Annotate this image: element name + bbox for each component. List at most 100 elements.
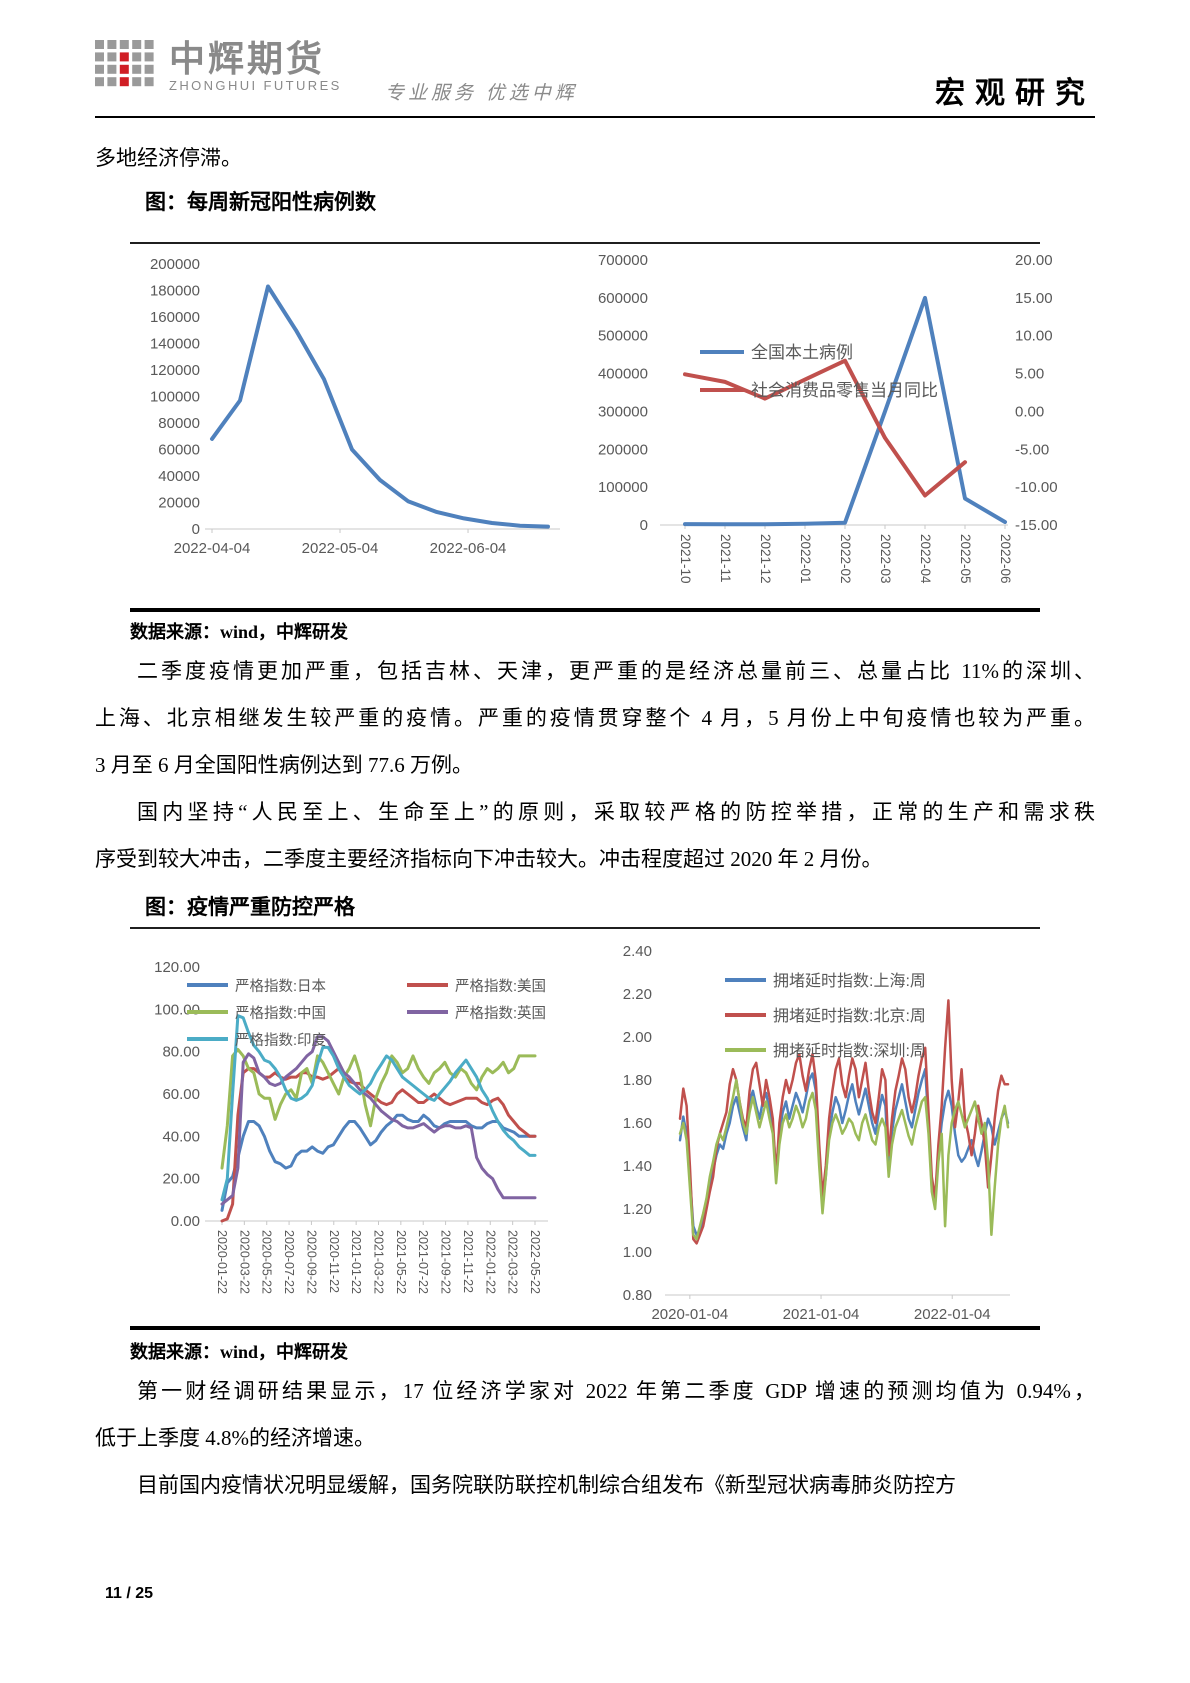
y-axis-label: 700000 [598,252,648,269]
y-axis-label: 1.40 [623,1158,652,1175]
legend-label: 拥堵延时指数:上海:周 [773,972,926,990]
legend-label: 严格指数:美国 [455,978,546,995]
figure2-source: 数据来源：wind，中辉研发 [130,1342,349,1362]
paragraph-line: 第一财经调研结果显示，17 位经济学家对 2022 年第二季度 GDP 增速的预… [137,1379,1095,1403]
x-axis-label: 2022-06 [998,534,1013,584]
x-axis-label: 2022-04 [918,534,933,584]
header-divider [95,116,1095,118]
y-axis-label: 140000 [150,336,200,353]
report-section-title: 宏观研究 [935,77,1095,110]
y-axis-label: 60.00 [162,1086,200,1103]
brand-tagline: 专业服务 优选中辉 [385,83,578,104]
y-axis-label: 120000 [150,362,200,379]
x-axis-label: 2021-11 [718,534,733,583]
y-axis-label: 0 [192,521,200,538]
x-axis-label: 2020-03-22 [237,1230,251,1294]
y-axis-label: 80000 [158,415,200,432]
paragraph-line: 二季度疫情更加严重，包括吉林、天津，更严重的是经济总量前三、总量占比 11%的深… [137,659,1095,683]
legend-label: 严格指数:中国 [235,1005,326,1022]
y-axis-label: 2.20 [623,986,652,1003]
y-axis-label: 40000 [158,468,200,485]
y-axis-label: 200000 [150,256,200,273]
y-axis-label: 0.00 [171,1213,200,1230]
chart-stringency-index: 120.00 100.00 80.00 60.00 40.00 20.00 0.00 2020… [130,942,575,1327]
y-axis-right-label: 0.00 [1015,403,1044,420]
x-axis-label: 2021-09-22 [439,1230,453,1294]
x-axis-label: 2021-10 [678,534,693,584]
y-axis-label: 400000 [598,366,648,383]
body-text-a: 二季度疫情更加严重，包括吉林、天津，更严重的是经济总量前三、总量占比 11%的深… [95,648,1095,883]
y-axis-label: 40.00 [162,1128,200,1145]
figure1-source: 数据来源：wind，中辉研发 [130,622,349,642]
series-line [210,284,550,529]
x-axis-label: 2022-05-22 [528,1230,542,1294]
y-axis-label: 1.00 [623,1244,652,1261]
y-axis-label: 80.00 [162,1044,200,1061]
series-line [220,1048,537,1170]
x-axis-label: 2022-05-04 [302,540,379,557]
series-line [220,1035,537,1206]
y-axis-right-label: -10.00 [1015,479,1058,496]
x-axis-label: 2022-05 [958,534,973,584]
series-line [220,1067,537,1223]
chart-congestion-index: 2.40 2.20 2.00 1.80 1.60 1.40 1.20 1.00 0.80 2020… [580,931,1040,1329]
x-axis-label: 2022-06-04 [430,540,507,557]
paragraph-line: 序受到较大冲击，二季度主要经济指标向下冲击较大。冲击程度超过 2020 年 2 … [95,847,883,871]
legend-label: 严格指数:印度 [235,1032,326,1049]
figure1-title: 图：每周新冠阳性病例数 [145,190,376,214]
y-axis-label: 1.60 [623,1115,652,1132]
legend-label: 拥堵延时指数:深圳:周 [773,1042,926,1060]
y-axis-label: 2.00 [623,1029,652,1046]
y-axis-right-label: 5.00 [1015,366,1044,383]
paragraph-line: 目前国内疫情状况明显缓解，国务院联防联控机制综合组发布《新型冠状病毒肺炎防控方 [137,1473,956,1497]
paragraph-line: 低于上季度 4.8%的经济增速。 [95,1426,375,1450]
y-axis-label: 1.80 [623,1072,652,1089]
y-axis-label: 100000 [150,389,200,406]
x-axis-label: 2022-03 [878,534,893,584]
y-axis-label: 0 [640,517,648,534]
x-axis-label: 2022-04-04 [174,540,251,557]
x-axis-label: 2022-02 [838,534,853,584]
x-axis-label: 2020-01-04 [651,1306,728,1323]
intro-text: 多地经济停滞。 [95,146,242,170]
series-line [683,295,1007,527]
paragraph-line: 国内坚持“人民至上、生命至上”的原则，采取较严格的防控举措，正常的生产和需求秩 [137,800,1095,824]
x-axis-label: 2021-03-22 [372,1230,386,1294]
page-number: 11 / 25 [105,1585,154,1602]
y-axis-label: 300000 [598,403,648,420]
series-line [220,1014,537,1202]
y-axis-right-label: -5.00 [1015,441,1049,458]
chart-cases-vs-retail: 700000 600000 500000 400000 300000 200000 1000… [560,244,1070,612]
legend-label: 严格指数:日本 [235,978,326,995]
y-axis-label: 100.00 [154,1001,200,1018]
y-axis-label: 160000 [150,309,200,326]
y-axis-right-label: 15.00 [1015,290,1053,307]
y-axis-right-label: 10.00 [1015,328,1053,345]
y-axis-right-label: -15.00 [1015,517,1058,534]
chart-canvas: 2000001800001600001400001200001000008000… [150,256,560,557]
figure1: 200000 180000 160000 140000 120000 100000 8000… [130,242,1058,612]
y-axis-label: 500000 [598,328,648,345]
paragraph-line: 上海、北京相继发生较严重的疫情。严重的疫情贯穿整个 4 月，5 月份上中旬疫情也… [95,706,1095,730]
x-axis-label: 2020-01-22 [215,1230,229,1294]
chart-canvas: 700000 600000 500000 400000 300000 200000 1000… [598,252,1058,584]
x-axis-label: 2021-07-22 [416,1230,430,1294]
x-axis-label: 2020-05-22 [260,1230,274,1294]
x-axis-label: 2020-09-22 [304,1230,318,1294]
x-axis-label: 2021-01-22 [349,1230,363,1294]
legend-label: 拥堵延时指数:北京:周 [773,1007,926,1025]
chart-canvas: 120.00 100.00 80.00 60.00 40.00 20.00 0.00 2020… [154,959,548,1294]
logo-grid-icon [95,40,154,87]
series-line [683,358,967,498]
figure2-title: 图：疫情严重防控严格 [145,895,355,919]
brand-name-cn: 中辉期货 [169,38,326,79]
x-axis-label: 2022-01-04 [914,1306,991,1323]
brand-logo: 中辉期货 ZHONGHUI FUTURES [95,40,342,93]
x-axis-label: 2021-11-22 [461,1230,475,1293]
brand-name-en: ZHONGHUI FUTURES [169,78,342,93]
x-axis-label: 2022-01 [798,534,813,584]
chart-weekly-covid-cases: 200000 180000 160000 140000 120000 100000 8000… [130,244,560,584]
x-axis-label: 2020-07-22 [282,1230,296,1294]
chart-canvas: 2.40 2.20 2.00 1.80 1.60 1.40 1.20 1.00 0.80 2020… [623,943,1010,1323]
